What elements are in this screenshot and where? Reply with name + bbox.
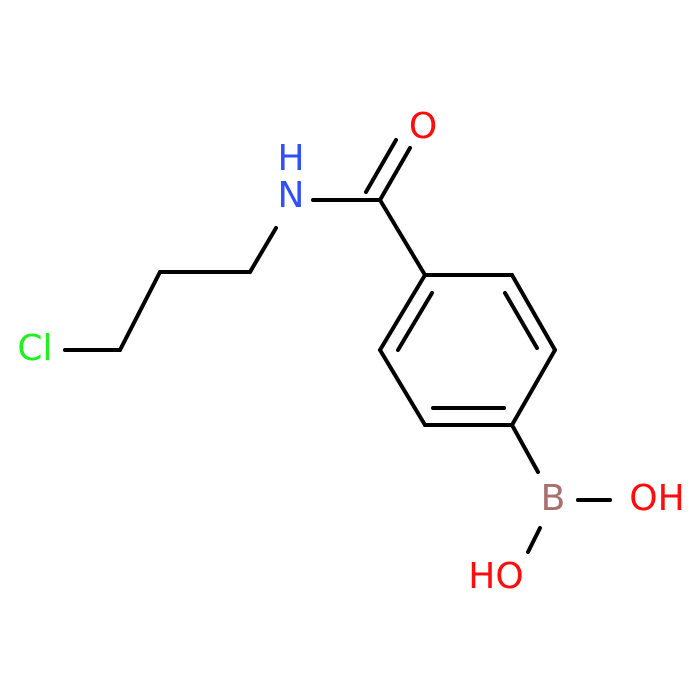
atom-label: B — [541, 478, 566, 519]
bonds — [63, 138, 612, 554]
atom-label: HO — [468, 556, 523, 597]
atom-label: N — [278, 175, 305, 216]
atom-label: O — [409, 106, 437, 147]
atom-label: Cl — [17, 328, 52, 369]
atom-label: H — [277, 138, 304, 179]
atom-label: OH — [629, 478, 684, 519]
